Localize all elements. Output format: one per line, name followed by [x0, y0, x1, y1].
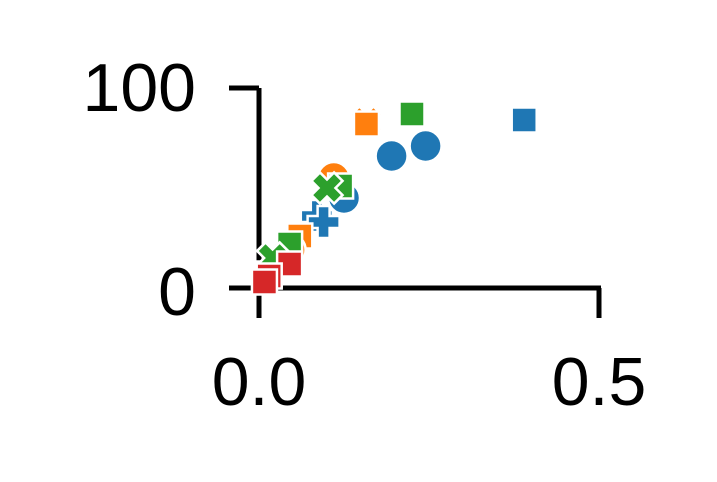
data-point-plus	[306, 204, 341, 240]
data-point-square	[275, 250, 304, 278]
data-point-square	[352, 110, 381, 138]
y-tick-label-0: 0	[158, 254, 196, 330]
axes: 100 0 0.0 0.5	[83, 50, 647, 420]
data-point-circle	[408, 128, 443, 164]
data-point-square	[398, 100, 426, 128]
x-tick-label-0.5: 0.5	[552, 344, 647, 420]
data-point-square	[510, 106, 538, 134]
data-point-x	[309, 170, 345, 206]
data-points	[250, 100, 538, 296]
y-tick-label-100: 100	[83, 50, 196, 126]
x-tick-label-0.0: 0.0	[212, 344, 307, 420]
data-point-square	[250, 268, 279, 296]
data-point-circle	[374, 138, 409, 174]
